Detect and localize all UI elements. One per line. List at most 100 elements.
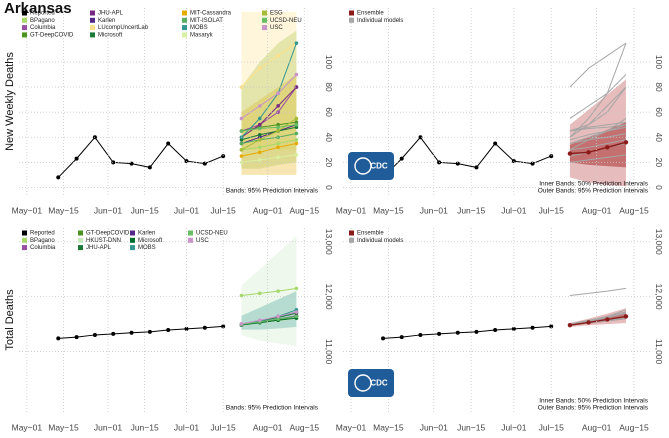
reported-point [493, 141, 498, 146]
y-tick-label: 40 [324, 133, 334, 143]
x-tick-label: Jun−01 [420, 205, 448, 215]
legend-swatch [22, 25, 27, 31]
reported-point [511, 326, 516, 331]
reported-point [147, 329, 152, 334]
forecast-point [294, 85, 299, 89]
individual-model-line [569, 287, 627, 297]
reported-point [474, 329, 479, 334]
reported-point [530, 325, 535, 330]
y-tick-label: 12,000 [654, 284, 664, 310]
x-tick-label: May−15 [373, 422, 404, 432]
forecast-point [276, 145, 280, 150]
y-tick-label: 20 [654, 158, 664, 168]
ensemble-point [623, 140, 629, 145]
forecast-point [258, 122, 262, 127]
forecast-point [276, 91, 280, 96]
reported-point [399, 335, 404, 340]
reported-point [56, 336, 61, 341]
legend-swatch [262, 25, 267, 31]
forecast-point [276, 314, 280, 319]
legend-swatch [130, 237, 135, 243]
forecast-point [276, 135, 280, 140]
y-tick-label: 13,000 [324, 229, 334, 255]
forecast-line [241, 121, 297, 132]
prediction-band [241, 11, 297, 150]
individual-model-line [569, 126, 627, 141]
legend-label: UCSD-NEU [270, 18, 302, 24]
forecast-point [258, 126, 262, 131]
plot-area [56, 236, 299, 347]
legend-swatch [182, 25, 187, 31]
legend-swatch [78, 245, 83, 251]
x-tick-label: Jul−15 [539, 205, 565, 215]
reported-point [399, 156, 404, 161]
x-tick-label: Jul−01 [501, 205, 527, 215]
forecast-point [276, 155, 280, 160]
forecast-point [294, 286, 299, 291]
y-tick-label: 0 [654, 185, 664, 190]
band-note: Bands: 95% Prediction Intervals [226, 188, 319, 195]
legend-swatch [262, 17, 267, 23]
forecast-point [276, 317, 280, 321]
forecast-point [294, 120, 299, 125]
individual-model-line [569, 86, 627, 138]
forecast-line [241, 124, 297, 145]
legend-label: Masaryk [190, 32, 214, 38]
forecast-point [239, 116, 244, 121]
band-note: Outer Bands: 95% Prediction Intervals [538, 188, 649, 195]
legend-swatch [22, 32, 27, 38]
forecast-point [258, 137, 262, 142]
ensemble-point [586, 150, 591, 155]
legend-label: BPagano [30, 238, 55, 244]
x-tick-label: Jun−15 [457, 422, 485, 432]
y-tick-label: 40 [654, 133, 664, 143]
individual-model-line [569, 133, 627, 145]
reported-point [56, 175, 61, 180]
legend-label: MOBS [190, 25, 208, 31]
legend-label: Microsoft [98, 32, 123, 38]
forecast-point [294, 72, 299, 77]
legend-label: Reported [30, 231, 55, 237]
x-tick-label: Aug−15 [619, 205, 649, 215]
x-tick-label: Aug−15 [290, 205, 320, 215]
logo-emblem [354, 157, 372, 175]
reported-point [111, 331, 116, 336]
reported-point [202, 325, 207, 330]
forecast-point [294, 116, 299, 121]
reported-point [166, 327, 171, 332]
forecast-line [241, 42, 297, 138]
forecast-point [239, 148, 244, 152]
legend-label: GT-DeepCOVID [30, 32, 74, 38]
y-tick-label: 100 [654, 55, 664, 69]
legend-label: HKUST-DNN [86, 238, 121, 244]
legend-swatch [182, 17, 187, 23]
legend-swatch [349, 10, 354, 16]
y-tick-label: 11,000 [654, 339, 664, 365]
forecast-point [294, 41, 299, 45]
y-tick-label: 100 [324, 55, 334, 69]
forecast-point [276, 141, 280, 146]
forecast-point [239, 154, 244, 158]
individual-model-line [569, 121, 627, 132]
reported-point [74, 335, 79, 340]
reported-point [129, 330, 134, 335]
forecast-point [294, 141, 299, 146]
y-tick-label: 12,000 [324, 284, 334, 310]
forecast-point [258, 116, 262, 121]
x-tick-label: May−01 [12, 422, 43, 432]
legend-label: ESG [270, 11, 283, 17]
forecast-point [258, 291, 262, 296]
reported-point [202, 161, 207, 166]
legend-swatch [22, 237, 27, 243]
x-tick-label: Aug−01 [582, 205, 612, 215]
legend-swatch [78, 237, 83, 243]
band-note: Inner Bands: 50% Prediction Intervals [539, 398, 649, 405]
x-tick-label: Jun−01 [420, 422, 448, 432]
individual-model-line [569, 74, 627, 119]
x-tick-label: Aug−01 [253, 422, 283, 432]
forecast-point [276, 125, 280, 130]
reported-point [221, 324, 226, 329]
band-note: Inner Bands: 50% Prediction Intervals [539, 181, 649, 188]
x-tick-label: Jul−01 [174, 422, 200, 432]
legend-label: USC [270, 25, 283, 31]
